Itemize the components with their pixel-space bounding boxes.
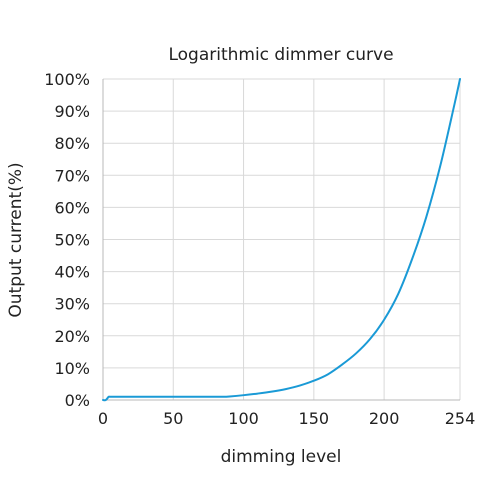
x-tick-label: 150 [299,409,330,428]
axes [102,79,460,401]
y-tick-label: 30% [54,295,90,314]
y-tick-label: 90% [54,102,90,121]
y-axis-label: Output current(%) [6,162,26,317]
y-tick-label: 20% [54,327,90,346]
series-layer [102,78,461,402]
y-tick-label: 100% [44,70,90,89]
grid [102,78,461,401]
chart-title: Logarithmic dimmer curve [168,45,393,65]
y-tick-label: 70% [54,166,90,185]
y-tick-label: 50% [54,231,90,250]
y-tick-label: 60% [54,198,90,217]
tick-labels: 0% 10% 20% 30% 40% 50% 60% 70% 80% 90% 100% 0 50 100 1… [44,70,475,428]
x-axis-label: dimming level [221,447,342,467]
y-tick-label: 0% [65,391,90,410]
y-tick-label: 40% [54,263,90,282]
x-tick-label: 200 [369,409,400,428]
series-line [102,78,461,402]
x-tick-label: 50 [163,409,183,428]
y-tick-label: 10% [54,359,90,378]
y-tick-label: 80% [54,134,90,153]
x-tick-label: 0 [98,409,108,428]
x-tick-label: 254 [445,409,476,428]
x-tick-label: 100 [228,409,259,428]
